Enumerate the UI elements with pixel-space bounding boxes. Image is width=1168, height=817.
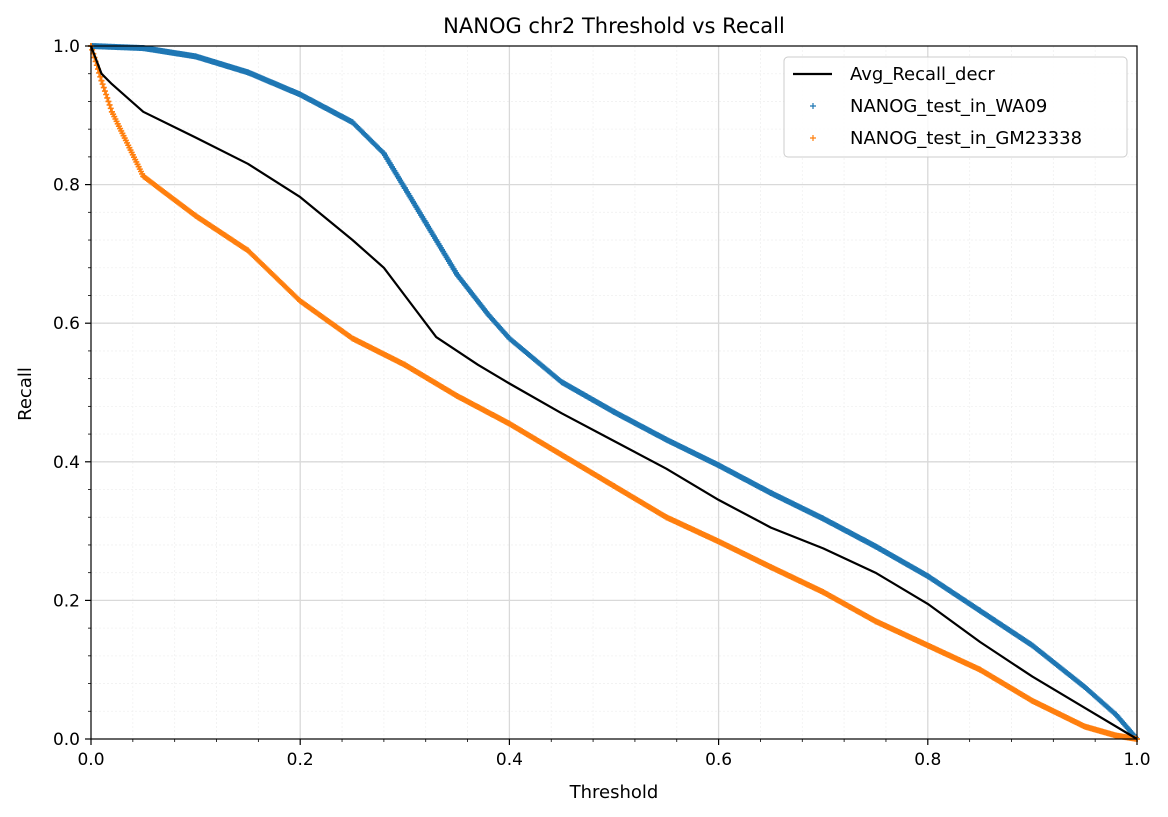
- data-point: [244, 69, 251, 76]
- data-point: [1029, 697, 1036, 704]
- data-point: [244, 247, 251, 254]
- data-point: [977, 607, 984, 614]
- data-point: [663, 436, 670, 443]
- data-point: [380, 150, 387, 157]
- data-point: [1081, 684, 1088, 691]
- legend-label: NANOG_test_in_WA09: [850, 96, 1047, 117]
- data-point: [349, 119, 356, 126]
- x-tick-label: 0.8: [914, 750, 941, 770]
- x-tick-label: 0.0: [77, 750, 104, 770]
- data-point: [454, 392, 461, 399]
- y-tick-label: 0.8: [53, 176, 80, 196]
- legend: Avg_Recall_decr NANOG_test_in_WA09 NANOG_t…: [783, 56, 1128, 158]
- data-point: [192, 53, 199, 60]
- data-point: [977, 666, 984, 673]
- series-line-Avg_Recall_decr: [89, 45, 1138, 740]
- data-point: [558, 379, 565, 386]
- chart-title: NANOG chr2 Threshold vs Recall: [443, 14, 785, 38]
- data-point: [611, 408, 617, 415]
- data-point: [401, 361, 408, 368]
- data-point: [454, 271, 461, 278]
- data-point: [297, 91, 304, 98]
- data-point: [1029, 642, 1036, 649]
- data-point: [349, 335, 356, 342]
- data-point: [485, 311, 492, 318]
- data-point: [611, 483, 617, 490]
- data-point: [924, 573, 931, 580]
- axes: 0.0 0.2 0.4 0.6 0.8 1.0 0.0 0.2 0.4 0.6 0.8 1.0: [53, 37, 1151, 770]
- data-point: [108, 108, 115, 115]
- data-point: [715, 538, 722, 545]
- data-point: [767, 489, 774, 496]
- data-point: [1113, 732, 1120, 739]
- data-point: [1113, 711, 1120, 718]
- legend-label: NANOG_test_in_GM23338: [850, 128, 1082, 149]
- data-point: [872, 543, 879, 550]
- data-point: [767, 564, 774, 571]
- legend-label: Avg_Recall_decr: [850, 64, 995, 85]
- data-point: [924, 642, 931, 649]
- y-tick-label: 0.0: [53, 730, 80, 750]
- data-point: [98, 77, 105, 84]
- y-tick-label: 1.0: [53, 37, 80, 57]
- data-point: [506, 335, 513, 342]
- y-tick-label: 0.6: [53, 314, 80, 334]
- data-point: [401, 185, 408, 192]
- x-tick-label: 0.6: [705, 750, 732, 770]
- data-point: [872, 618, 879, 625]
- data-point: [192, 212, 199, 219]
- data-point: [663, 514, 670, 521]
- data-point: [820, 589, 827, 596]
- data-point: [140, 173, 147, 180]
- data-point: [506, 420, 513, 427]
- x-tick-label: 0.4: [496, 750, 523, 770]
- y-axis-label: Recall: [15, 367, 36, 421]
- legend-marker-swatch: [810, 135, 816, 141]
- plot-frame: [90, 45, 1138, 740]
- x-tick-label: 0.2: [287, 750, 314, 770]
- y-tick-label: 0.4: [53, 453, 80, 473]
- data-point: [715, 462, 722, 469]
- data-point: [1081, 723, 1088, 730]
- legend-marker-swatch: [810, 103, 816, 109]
- data-point: [297, 298, 304, 305]
- data-point: [422, 219, 429, 226]
- data-point: [558, 451, 565, 458]
- y-tick-label: 0.2: [53, 591, 80, 611]
- x-axis-label: Threshold: [569, 782, 659, 803]
- data-point: [820, 515, 827, 522]
- legend-box: [783, 56, 1128, 158]
- x-tick-label: 1.0: [1123, 750, 1150, 770]
